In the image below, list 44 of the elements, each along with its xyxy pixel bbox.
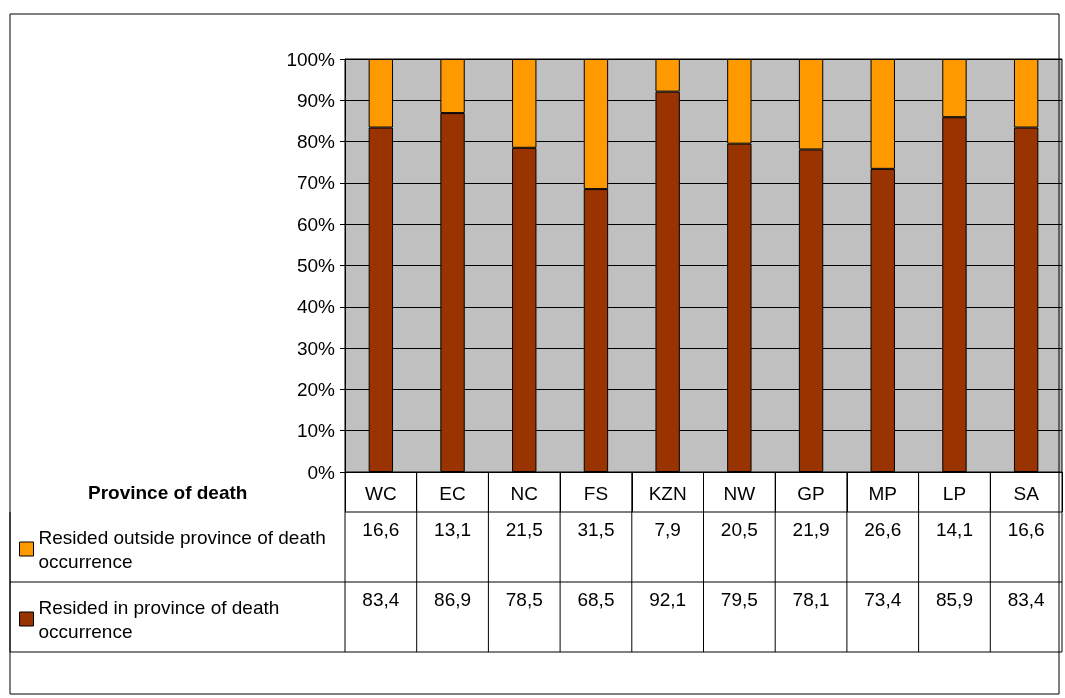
data-label: 7,9: [654, 519, 681, 540]
x-tick-label: FS: [583, 483, 609, 504]
data-label: 86,9: [434, 589, 472, 610]
data-label: 92,1: [649, 589, 687, 610]
data-label: 16,6: [362, 519, 400, 540]
data-label: 78,5: [505, 589, 543, 610]
data-label: 73,4: [864, 589, 902, 610]
data-label: 26,6: [864, 519, 902, 540]
data-label: 14,1: [935, 519, 973, 540]
x-axis-title: Province of death: [88, 481, 248, 503]
data-label: 83,4: [362, 589, 400, 610]
data-label: 16,6: [1007, 519, 1045, 540]
y-tick-label: 30%: [296, 337, 336, 359]
x-tick-label: LP: [942, 483, 967, 504]
data-label: 31,5: [577, 519, 615, 540]
legend-label: Resided in province of death occurrence: [38, 596, 285, 642]
x-tick-label: NC: [510, 483, 538, 504]
y-tick-label: 90%: [296, 89, 336, 111]
x-tick-label: GP: [797, 483, 825, 504]
x-tick-label: WC: [365, 483, 397, 504]
data-label: 83,4: [1007, 589, 1046, 610]
y-tick-label: 70%: [296, 172, 336, 194]
x-tick-label: SA: [1013, 483, 1040, 504]
y-tick-label: 20%: [296, 378, 336, 400]
legend-label: Resided outside province of death occurrence: [38, 526, 332, 572]
x-tick-label: MP: [868, 483, 897, 504]
y-tick-label: 0%: [307, 461, 336, 483]
y-tick-label: 100%: [286, 48, 336, 70]
data-label: 13,1: [434, 519, 472, 540]
y-tick-label: 40%: [296, 296, 336, 318]
data-label: 79,5: [720, 589, 758, 610]
y-tick-label: 80%: [296, 131, 336, 153]
data-label: 20,5: [720, 519, 758, 540]
data-label: 68,5: [577, 589, 615, 610]
x-tick-label: EC: [439, 483, 466, 504]
data-label: 78,1: [792, 589, 830, 610]
data-label: 85,9: [935, 589, 973, 610]
x-tick-label: KZN: [648, 483, 687, 504]
data-label: 21,5: [505, 519, 543, 540]
y-tick-label: 50%: [296, 255, 336, 276]
x-tick-label: NW: [723, 483, 756, 504]
data-label: 21,9: [792, 519, 830, 540]
y-tick-label: 60%: [296, 213, 336, 235]
y-tick-label: 10%: [296, 420, 336, 442]
